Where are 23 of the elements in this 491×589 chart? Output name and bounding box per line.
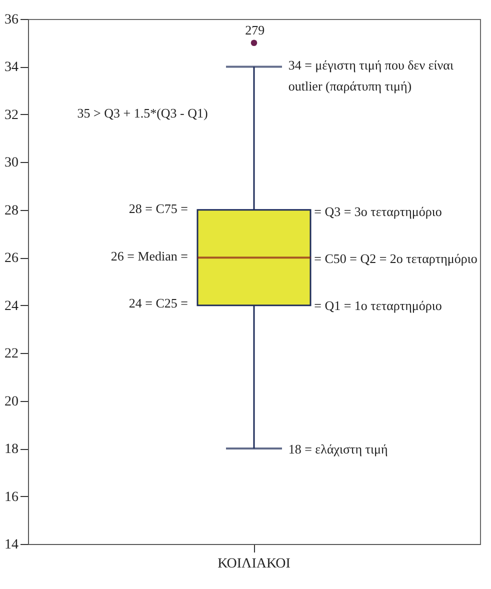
annotation: 34 = μέγιστη τιμή που δεν είναι outlier (παράτυπη τιμή)	[288, 57, 454, 94]
y-tick-label: 32	[4, 108, 18, 123]
y-tick-label: 18	[4, 442, 18, 458]
annotation: 28 = C75 =	[128, 201, 188, 216]
y-tick-label: 28	[4, 203, 18, 218]
y-tick-label: 34	[4, 60, 18, 76]
y-tick-label: 24	[4, 298, 18, 314]
y-tick-label: 20	[4, 394, 18, 410]
y-tick-label: 22	[4, 346, 18, 362]
annotation: 18 = ελάχιστη τιμή	[288, 442, 388, 456]
annotation: 35 > Q3 + 1.5*(Q3 - Q1)	[77, 106, 208, 120]
annotation: 24 = C25 =	[128, 296, 188, 311]
y-tick-label: 14	[4, 538, 18, 552]
annotation: = Q3 = 3ο τεταρτημόριο	[314, 204, 442, 220]
y-tick-label: 30	[4, 156, 18, 171]
x-tick-label: ΚΟΙΛΙΑΚΟΙ	[218, 556, 291, 572]
y-tick-label: 36	[4, 12, 18, 28]
annotation: 279	[245, 22, 265, 38]
y-tick-label: 26	[4, 251, 18, 266]
annotation: = C50 = Q2 = 2ο τεταρτημόριο	[314, 250, 478, 266]
y-tick-label: 16	[4, 490, 18, 505]
annotation: = Q1 = 1ο τεταρτημόριο	[314, 298, 442, 314]
annotation: 26 = Median =	[110, 248, 188, 264]
